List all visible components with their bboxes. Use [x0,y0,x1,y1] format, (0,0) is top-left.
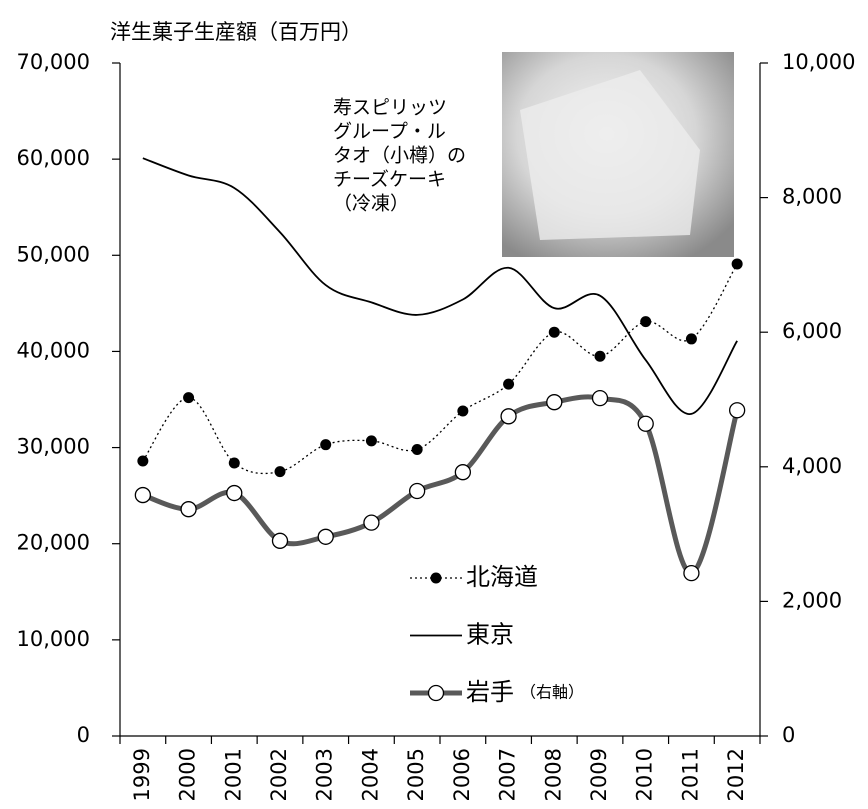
y2-tick-label: 6,000 [782,319,842,343]
y2-tick-label: 2,000 [782,588,842,612]
point [728,402,746,419]
point [683,564,700,582]
x-tick-label: 2004 [358,748,382,801]
annotation-line: チーズケーキ [333,169,446,191]
point [408,482,426,500]
x-tick-label: 2007 [496,748,520,801]
y-tick-label: 40,000 [17,338,90,362]
point [594,350,606,362]
point [134,486,152,504]
point [454,464,472,481]
x-tick-label: 2003 [313,748,337,801]
point [546,394,563,411]
point [731,258,743,270]
point [411,443,423,455]
x-tick-label: 2011 [678,748,702,801]
x-tick-label: 2002 [267,748,291,801]
y-tick-label: 20,000 [17,531,90,555]
point [365,435,377,447]
series-line [142,157,738,415]
point [685,333,697,345]
x-tick-label: 2010 [633,748,657,801]
point [317,528,334,545]
point [226,484,243,502]
y-tick-label: 60,000 [17,146,90,170]
x-tick-label: 2009 [587,748,611,801]
y-tick-label: 10,000 [17,627,90,651]
legend-marker [430,572,442,584]
y2-tick-label: 10,000 [782,50,855,74]
annotation-line: タオ（小樽）の [333,145,466,167]
axis-note: （右軸） [520,683,584,702]
point [320,439,332,451]
cake-shape [520,70,700,240]
point [228,457,240,469]
point [274,466,286,478]
point [548,326,560,338]
annotation-line: （冷凍） [333,193,409,215]
y-tick-label: 50,000 [17,242,90,266]
x-tick-label: 2012 [724,748,748,801]
x-tick-label: 2001 [221,748,245,801]
legend-label: 北海道 [466,563,538,591]
x-tick-label: 1999 [130,748,154,801]
annotation-line: グループ・ル [333,121,446,143]
x-tick-label: 2005 [404,748,428,801]
x-tick-label: 2006 [450,748,474,801]
point [500,408,517,425]
x-tick-label: 2008 [541,748,565,801]
chart-title: 洋生菓子生産額（百万円） [110,20,362,44]
y-tick-label: 0 [77,723,90,747]
x-tick-label: 2000 [176,748,200,801]
point [457,405,469,417]
y2-tick-label: 8,000 [782,185,842,209]
legend-label: 東京 [466,621,514,649]
y-tick-label: 70,000 [17,50,90,74]
point [637,415,654,432]
point [503,378,515,390]
y-tick-label: 30,000 [17,435,90,459]
annotation-line: 寿スピリッツ [333,97,447,119]
point [180,501,197,518]
y2-tick-label: 4,000 [782,454,842,478]
point [271,532,289,549]
point [591,390,609,407]
point [183,392,195,404]
point [363,514,380,531]
point [640,316,652,328]
legend-label: 岩手 [466,678,514,706]
series-line [142,263,738,475]
point [137,455,149,467]
legend-marker [427,684,445,702]
y2-tick-label: 0 [782,723,795,747]
